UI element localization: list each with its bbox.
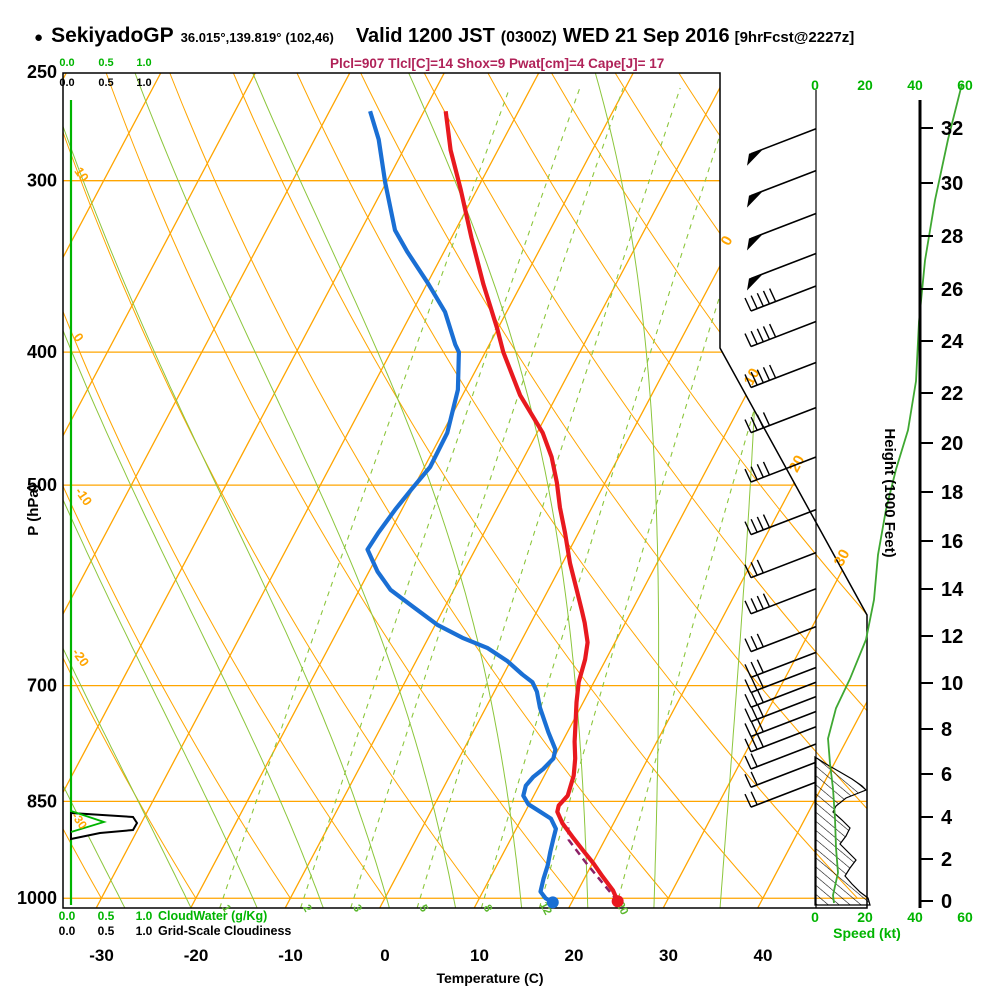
height-tick-label: 18 [941,482,963,504]
mixing-ratio-label: 1 [219,903,233,915]
forecast-tag: [9hrFcst@2227z] [734,29,855,46]
wind-barbs [744,128,817,808]
station-bullet-icon: ● [34,29,44,46]
cloudwater-profile [70,811,139,841]
pressure-tick-label: 300 [27,171,57,191]
temperature-tick-label: 20 [565,946,584,965]
gridscale-scale-label: 0.0 [59,924,76,938]
cloudwater-scale-label: 1.0 [136,909,153,923]
pressure-tick-label: 250 [27,62,57,82]
valid-time: Valid 1200 JST [355,25,495,47]
sounding-indices: Plcl=907 Tlcl[C]=14 Shox=9 Pwat[cm]=4 Ca… [330,56,665,71]
temperature-tick-label: 10 [470,946,489,965]
temperature-tick-label: 30 [659,946,678,965]
speed-tick-label: 40 [907,909,923,925]
height-tick-label: 26 [941,279,963,301]
speed-tick-label: 60 [957,909,973,925]
height-tick-label: 8 [941,719,952,741]
pressure-tick-label: 400 [27,342,57,362]
cloudwater-axis-title: CloudWater (g/Kg) [158,909,267,923]
height-tick-label: 32 [941,118,963,140]
gridscale-axis-title: Grid-Scale Cloudiness [158,924,291,938]
dry-adiabat-label: -20 [69,645,92,669]
low-level-speed-hatch [814,755,871,906]
dewpoint-curve [365,110,559,905]
pressure-tick-label: 850 [27,791,57,811]
height-tick-label: 22 [941,383,963,405]
pressure-tick-label: 1000 [17,888,57,908]
speed-tick-label: 60 [957,77,973,93]
speed-tick-label: 0 [811,77,819,93]
temperature-tick-label: 40 [754,946,773,965]
isotherm-label: 30 [831,547,854,570]
dry-adiabat-label: 10 [71,164,92,184]
height-axis-title: Height (1000 Feet) [881,428,898,557]
mixing-ratio-label: 8 [481,903,495,915]
cloudwater-scale-label: 0.5 [98,57,113,69]
utc-time: (0300Z) [500,29,557,46]
dry-adiabat-label: -10 [72,484,95,508]
pressure-tick-label: 700 [27,676,57,696]
height-tick-label: 6 [941,764,952,786]
temperature-curve [443,110,620,903]
temperature-axis-title: Temperature (C) [436,970,543,986]
dry-adiabat-label: 0 [70,330,86,345]
temperature-tick-label: 0 [380,946,389,965]
valid-date: WED 21 Sep 2016 [562,25,730,47]
gridscale-scale-label: 0.5 [98,924,115,938]
mixing-ratio-label: 5 [416,903,430,915]
height-tick-label: 4 [941,807,953,829]
temperature-tick-label: -10 [278,946,303,965]
height-tick-label: 16 [941,531,963,553]
speed-tick-label: 0 [811,909,819,925]
plot-frame [62,72,868,909]
speed-tick-label: 40 [907,77,923,93]
speed-tick-label: 20 [857,77,873,93]
mixing-ratio-label: 3 [350,903,364,914]
height-tick-label: 30 [941,173,963,195]
height-tick-label: 20 [941,433,963,455]
chart-title: ● SekiyadoGP 36.015°,139.819° (102,46) V… [34,24,994,48]
height-tick-label: 14 [941,579,964,601]
gridscale-scale-label: 1.0 [136,77,151,89]
surface-dewpoint-dot [546,896,559,909]
height-tick-label: 2 [941,849,952,871]
temperature-tick-label: -20 [184,946,209,965]
speed-tick-label: 20 [857,909,873,925]
height-tick-label: 0 [941,891,952,913]
gridscale-scale-label: 0.5 [98,77,113,89]
cloudwater-scale-label: 0.0 [59,57,74,69]
height-tick-label: 12 [941,626,963,648]
height-tick-label: 28 [941,226,963,248]
station-coordinates: 36.015°,139.819° [180,30,282,45]
temperature-tick-label: -30 [89,946,114,965]
cloudwater-scale-label: 0.5 [98,909,115,923]
wind-speed-curve [827,83,963,904]
pressure-tick-label: 500 [27,475,57,495]
pressure-axis-title: P (hPa) [25,484,42,535]
station-name: SekiyadoGP [51,24,174,47]
cloudwater-scale-label: 0.0 [59,909,76,923]
cloudwater-green-spike [70,810,107,833]
gridscale-scale-label: 1.0 [136,924,153,938]
mixing-ratio-label: 2 [300,903,314,914]
gridscale-scale-label: 0.0 [59,77,74,89]
speed-axis-title: Speed (kt) [833,925,901,941]
cloudwater-scale-label: 1.0 [136,57,151,69]
height-tick-label: 24 [941,331,964,353]
grid-point: (102,46) [285,30,334,45]
surface-temperature-dot [611,895,624,908]
height-tick-label: 10 [941,673,963,695]
